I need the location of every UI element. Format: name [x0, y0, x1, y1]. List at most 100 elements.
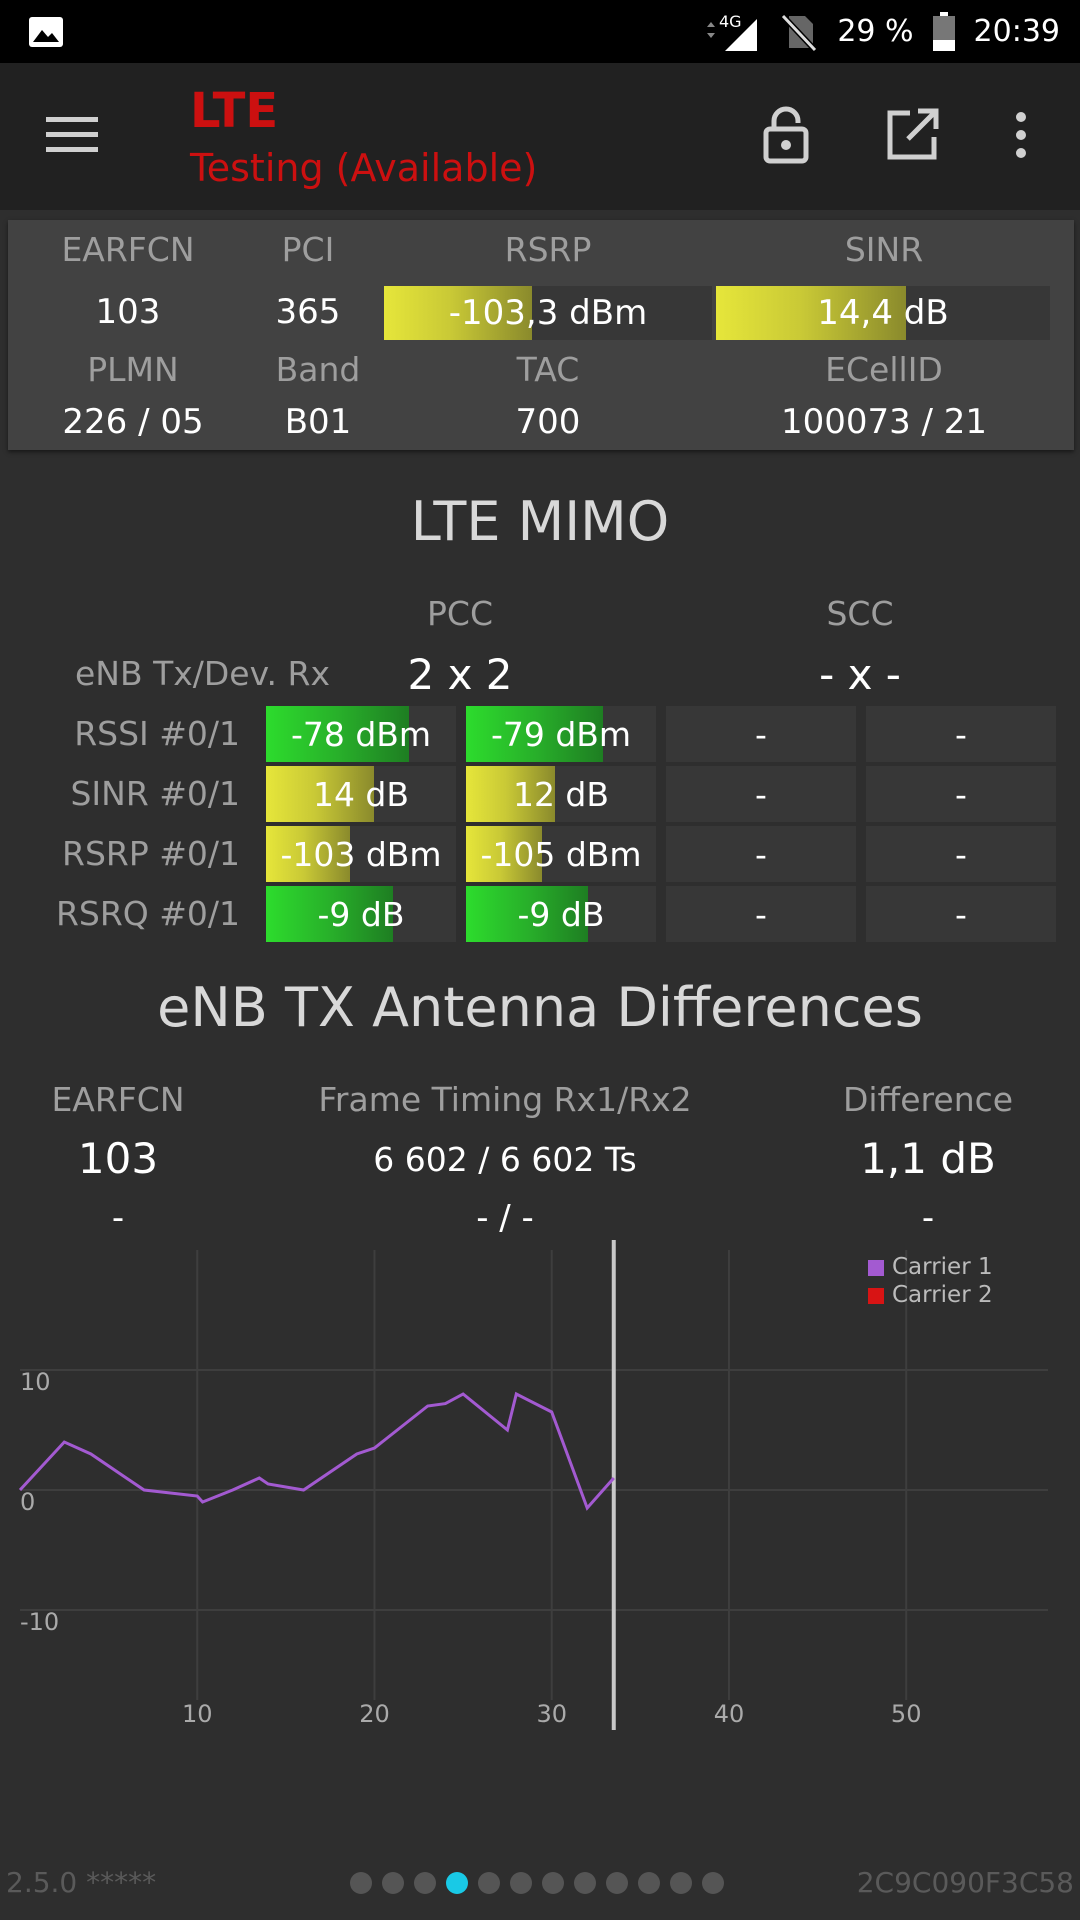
page-dot[interactable]: [350, 1872, 372, 1894]
open-external-icon[interactable]: [882, 105, 942, 165]
title-block: LTE Testing (Available): [190, 83, 537, 191]
cell-info-card: EARFCN PCI RSRP SINR 103 365 -103,3 dBm …: [8, 220, 1074, 450]
pci-label: PCI: [281, 230, 335, 269]
x-tick-label: 50: [891, 1700, 922, 1728]
mimo-cell-value: -: [755, 774, 767, 814]
difference-value-2: -: [921, 1198, 935, 1238]
mimo-cell-value: -: [955, 894, 967, 934]
scc-label: SCC: [826, 594, 894, 633]
mimo-title: LTE MIMO: [410, 490, 670, 553]
page-dot[interactable]: [574, 1872, 596, 1894]
mimo-cell-value: -: [755, 894, 767, 934]
app-bar: LTE Testing (Available): [0, 63, 1080, 210]
sinr-value: 14,4 dB: [817, 293, 949, 333]
page-dot[interactable]: [414, 1872, 436, 1894]
mimo-cell-bar-fill: [266, 706, 409, 762]
pci-value: 365: [275, 292, 341, 332]
mimo-cell-value: -103 dBm: [280, 834, 442, 874]
mimo-cell-value: -79 dBm: [490, 714, 632, 754]
rsrp-value: -103,3 dBm: [448, 293, 648, 333]
mimo-cell: -103 dBm: [266, 826, 456, 882]
page-dot[interactable]: [542, 1872, 564, 1894]
menu-icon[interactable]: [46, 115, 98, 155]
mimo-cell-value: -: [755, 834, 767, 874]
network-signal-icon: 4G: [707, 12, 758, 51]
network-type-label: 4G: [719, 12, 742, 31]
page-dot[interactable]: [670, 1872, 692, 1894]
earfcn-label: EARFCN: [61, 230, 195, 269]
mimo-cell: 12 dB: [466, 766, 656, 822]
antenna-earfcn-label: EARFCN: [51, 1080, 185, 1119]
mimo-cell-value: -105 dBm: [480, 834, 642, 874]
frame-timing-value-2: - / -: [476, 1198, 534, 1238]
ecellid-value: 100073 / 21: [780, 402, 988, 442]
x-tick-label: 20: [359, 1700, 390, 1728]
page-indicator: [350, 1872, 724, 1894]
band-value: B01: [284, 402, 352, 442]
page-dot[interactable]: [606, 1872, 628, 1894]
page-dot[interactable]: [638, 1872, 660, 1894]
legend-swatch: [868, 1260, 884, 1276]
image-notification-icon: [29, 17, 63, 47]
mimo-cell: 14 dB: [266, 766, 456, 822]
rsrp-label: RSRP: [504, 230, 592, 269]
rsrp-bar-fill: [384, 286, 532, 340]
lock-open-icon[interactable]: [756, 105, 816, 165]
clock: 20:39: [973, 14, 1060, 49]
antenna-title: eNB TX Antenna Differences: [157, 976, 923, 1039]
sinr-bar: 14,4 dB: [716, 286, 1050, 340]
band-label: Band: [275, 350, 361, 389]
legend-label: Carrier 2: [892, 1282, 993, 1308]
mimo-cell-bar-fill: [466, 826, 542, 882]
mimo-cell: -: [866, 706, 1056, 762]
app-version: 2.5.0 *****: [6, 1866, 157, 1899]
page-dot[interactable]: [478, 1872, 500, 1894]
page-dot[interactable]: [382, 1872, 404, 1894]
mimo-row-label: RSRQ #0/1: [55, 894, 240, 933]
mimo-row-label: RSRP #0/1: [62, 834, 240, 873]
no-sim-icon: [781, 13, 818, 52]
enb-tx-dev-rx-label: eNB Tx/Dev. Rx: [74, 654, 330, 693]
sinr-label: SINR: [844, 230, 924, 269]
page-dot[interactable]: [510, 1872, 532, 1894]
mimo-cell: -78 dBm: [266, 706, 456, 762]
mimo-cell-bar-fill: [266, 826, 350, 882]
status-bar: 4G 29 % 20:39: [0, 0, 1080, 63]
legend-label: Carrier 1: [892, 1254, 993, 1280]
mimo-cell: -: [866, 826, 1056, 882]
battery-icon: [932, 11, 955, 51]
pcc-label: PCC: [427, 594, 493, 633]
page-dot[interactable]: [702, 1872, 724, 1894]
x-tick-label: 40: [714, 1700, 745, 1728]
mimo-cell: -: [666, 886, 856, 942]
mimo-cell-bar-fill: [466, 886, 588, 942]
mimo-cell: -: [866, 886, 1056, 942]
antenna-earfcn-value: 103: [77, 1134, 159, 1183]
frame-timing-value: 6 602 / 6 602 Ts: [373, 1140, 637, 1179]
more-vert-icon[interactable]: [1006, 105, 1036, 165]
pcc-mimo-value: 2 x 2: [407, 650, 513, 699]
mimo-cell-bar-fill: [266, 766, 375, 822]
mimo-cell: -: [666, 826, 856, 882]
mimo-cell-value: -: [955, 834, 967, 874]
series-line-carrier-1: [18, 1391, 615, 1511]
legend-swatch: [868, 1288, 884, 1304]
page-title: LTE: [190, 83, 279, 139]
mimo-cell-value: 12 dB: [512, 774, 610, 814]
tac-label: TAC: [516, 350, 580, 389]
mimo-cell-bar-fill: [266, 886, 394, 942]
page-subtitle: Testing (Available): [190, 146, 538, 190]
ecellid-label: ECellID: [825, 350, 943, 389]
mimo-cell: -9 dB: [266, 886, 456, 942]
y-tick-label: 0: [20, 1488, 35, 1516]
x-tick-label: 10: [182, 1700, 213, 1728]
device-id: 2C9C090F3C58: [856, 1866, 1074, 1899]
mimo-row-label: SINR #0/1: [70, 774, 240, 813]
difference-value: 1,1 dB: [860, 1134, 996, 1183]
rsrp-bar: -103,3 dBm: [384, 286, 712, 340]
page-dot[interactable]: [446, 1872, 468, 1894]
mimo-cell: -105 dBm: [466, 826, 656, 882]
battery-percent: 29 %: [837, 14, 914, 49]
plmn-value: 226 / 05: [62, 402, 204, 442]
